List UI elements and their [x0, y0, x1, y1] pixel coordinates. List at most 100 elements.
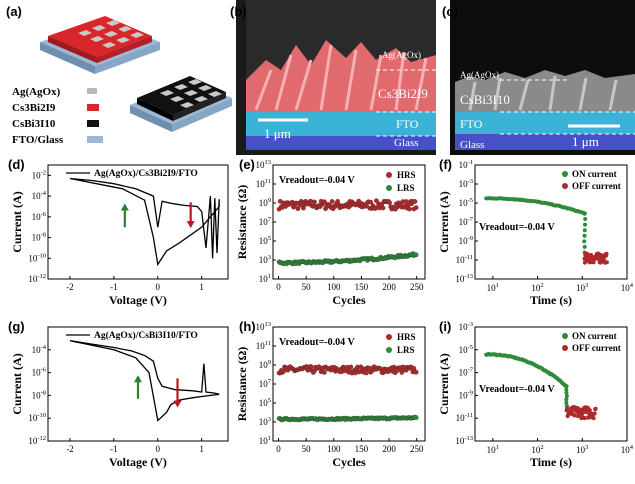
plot-frame — [474, 326, 628, 442]
x-tick-label: 102 — [531, 282, 543, 293]
glass-layer — [246, 136, 436, 150]
x-axis-label: Voltage (V) — [109, 293, 167, 307]
y-tick-label: 10-8 — [32, 232, 46, 243]
panel-label-b: (b) — [230, 4, 247, 19]
legend-label: HRS — [397, 170, 416, 180]
readout-annotation: Vreadout=-0.04 V — [279, 337, 355, 348]
panel-label-a: (a) — [6, 4, 22, 19]
sweep-arrow-up-head — [134, 375, 142, 383]
data-point — [564, 387, 569, 392]
scale-label: 1 μm — [264, 126, 291, 141]
panel-b: Ag(AgOx) Cs3Bi2I9 FTO Glass 1 μm (b) — [230, 0, 436, 155]
y-tick-label: 10-7 — [459, 216, 474, 227]
panel-label-e: (e) — [239, 157, 255, 172]
y-axis-label: Current (A) — [10, 353, 24, 414]
sem-image-csbi3i10: Ag(AgOx) CsBi3I10 FTO Glass 1 μm — [450, 0, 635, 155]
x-tick-label: 1 — [199, 282, 204, 292]
y-tick-label: 10-13 — [455, 435, 473, 446]
x-axis-label: Time (s) — [530, 455, 572, 469]
y-tick-label: 107 — [259, 378, 272, 389]
x-tick-label: -1 — [110, 444, 118, 454]
data-point — [380, 205, 386, 211]
readout-annotation: Vreadout=-0.04 V — [479, 384, 555, 395]
data-point — [582, 211, 587, 216]
y-axis-label: Resistance (Ω) — [235, 347, 249, 422]
legend-marker — [386, 347, 392, 353]
panel-label-c: (c) — [442, 4, 458, 19]
series-lrs — [276, 414, 419, 423]
y-tick-label: 10-8 — [32, 389, 46, 400]
plot-frame — [47, 164, 229, 280]
panel-h: 101 103 105 107 109 1011 1013 0 50 100 150 200 250 Cy… — [235, 317, 435, 479]
data-point — [584, 410, 589, 414]
y-axis-label: Current (A) — [437, 191, 451, 252]
data-point — [565, 406, 570, 411]
panel-label-h: (h) — [239, 319, 256, 334]
data-point — [572, 413, 577, 418]
y-tick-label: 103 — [259, 416, 271, 427]
x-axis-label: Cycles — [332, 293, 366, 307]
layer-label-glass: Glass — [460, 139, 484, 151]
x-tick-label: 0 — [156, 444, 161, 454]
legend-marker — [562, 345, 568, 351]
data-point — [604, 260, 609, 265]
y-tick-label: 10-4 — [32, 190, 47, 201]
data-point — [413, 252, 419, 258]
y-tick-label: 109 — [259, 359, 271, 370]
legend-label: ON current — [572, 331, 617, 341]
y-tick-label: 10-11 — [456, 412, 473, 423]
schematic-legend: Ag(AgOx) Cs3Bi2I9 CsBi3I10 FTO/Glass — [12, 86, 103, 146]
data-point — [308, 364, 314, 369]
glass-side-top — [40, 42, 95, 74]
y-tick-label: 10-10 — [28, 252, 46, 263]
iv-curve — [69, 340, 220, 422]
y-tick-label: 10-6 — [32, 367, 47, 378]
data-point — [412, 199, 418, 204]
data-point — [281, 369, 286, 374]
x-tick-label: -2 — [66, 444, 74, 454]
x-tick-label: 100 — [327, 444, 341, 454]
x-tick-label: -1 — [110, 282, 118, 292]
y-tick-label: 10-12 — [28, 273, 46, 284]
y-tick-label: 10-7 — [459, 367, 474, 378]
legend-marker — [562, 183, 568, 189]
data-point — [368, 199, 374, 205]
x-tick-label: 200 — [382, 444, 396, 454]
panel-a: (a) Ag(AgOx) Cs3Bi2I9 C — [0, 0, 235, 155]
y-tick-label: 10-12 — [28, 435, 46, 446]
retention-chart-f: 10-13 10-11 10-9 10-7 10-5 10-3 10-1 101 102 103 1… — [437, 159, 634, 307]
plot-frame — [47, 326, 229, 442]
data-point — [312, 199, 317, 205]
y-axis-label: Current (A) — [10, 191, 24, 252]
legend-csbi3i10: CsBi3I10 — [12, 118, 56, 130]
y-tick-label: 10-2 — [32, 169, 46, 180]
data-point — [583, 222, 587, 227]
fto-layer — [246, 112, 436, 136]
legend-label: HRS — [397, 332, 416, 342]
y-tick-label: 10-9 — [459, 389, 473, 400]
x-tick-label: 200 — [382, 282, 396, 292]
x-tick-label: 102 — [531, 444, 543, 455]
legend-label: OFF current — [572, 343, 621, 353]
sem-image-cs3bi2i9: Ag(AgOx) Cs3Bi2I9 FTO Glass 1 μm — [236, 0, 436, 155]
readout-annotation: Vreadout=-0.04 V — [479, 222, 555, 233]
x-tick-label: 101 — [487, 444, 499, 455]
x-tick-label: 104 — [621, 282, 634, 293]
y-tick-label: 10-3 — [459, 321, 473, 332]
y-tick-label: 10-9 — [459, 235, 473, 246]
data-point — [329, 199, 335, 204]
x-tick-label: 100 — [327, 282, 341, 292]
glass-layer — [455, 134, 635, 150]
data-point — [582, 239, 587, 244]
device-schematic: Ag(AgOx) Cs3Bi2I9 CsBi3I10 FTO/Glass — [12, 16, 232, 146]
iv-chart-g: 10-12 10-10 10-8 10-6 10-4 -2 -1 0 1 Voltage (V) C… — [10, 326, 229, 469]
x-axis-label: Cycles — [332, 455, 366, 469]
layer-label-ag: Ag(AgOx) — [460, 70, 499, 80]
data-point — [413, 369, 419, 375]
x-tick-label: 0 — [156, 282, 161, 292]
data-point — [582, 416, 587, 421]
y-tick-label: 1013 — [256, 159, 272, 170]
y-tick-label: 10-5 — [459, 197, 473, 208]
endurance-chart-e: 101 103 105 107 109 1011 1013 0 50 100 150 200 250 Cy… — [235, 159, 426, 307]
legend-marker — [386, 185, 392, 191]
